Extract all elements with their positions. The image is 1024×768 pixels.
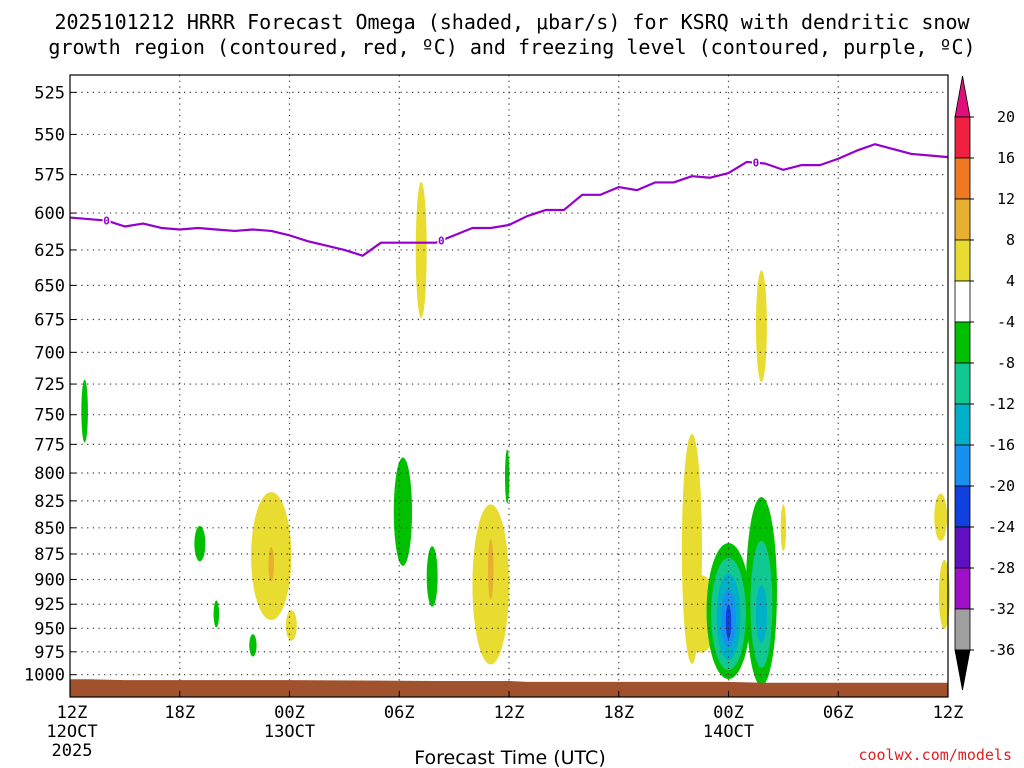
- colorbar-swatch-5: [954, 321, 971, 364]
- colorbar-top-arrow: [954, 75, 971, 118]
- omega-cell-23: [725, 604, 732, 639]
- x-tick-date-0: 12OCT: [46, 722, 97, 742]
- y-tick-label-8: 725: [34, 375, 65, 395]
- omega-cell-12: [81, 379, 88, 443]
- colorbar-label-6: -8: [997, 354, 1015, 372]
- x-tick-date-6: 14OCT: [703, 722, 754, 742]
- colorbar: 20 16 12 8 4 -4 -8 -12 -16 -20 -24 -28 -32 -36: [954, 75, 1015, 691]
- y-tick-label-12: 825: [34, 492, 65, 512]
- colorbar-label-12: -32: [988, 600, 1015, 618]
- y-tick-label-7: 700: [34, 343, 65, 363]
- y-tick-label-16: 925: [34, 595, 65, 615]
- x-tick-label-3: 06Z: [384, 703, 415, 723]
- colorbar-label-9: -20: [988, 477, 1015, 495]
- x-tick-label-1: 18Z: [164, 703, 195, 723]
- omega-cell-17: [426, 546, 438, 607]
- y-tick-label-0: 525: [34, 83, 65, 103]
- x-tick-label-2: 00Z: [274, 703, 305, 723]
- y-tick-label-14: 875: [34, 545, 65, 565]
- y-tick-label-13: 850: [34, 519, 65, 539]
- y-tick-label-3: 600: [34, 204, 65, 224]
- omega-shading-layer: [81, 181, 950, 686]
- colorbar-label-8: -16: [988, 436, 1015, 454]
- colorbar-swatch-9: [954, 485, 971, 528]
- colorbar-label-7: -12: [988, 395, 1015, 413]
- omega-cell-8: [755, 270, 767, 383]
- site-credit: coolwx.com/models: [858, 746, 1012, 764]
- x-tick-label-5: 18Z: [603, 703, 634, 723]
- x-tick-label-0: 12Z: [57, 703, 88, 723]
- freezing-label-bg-2: [751, 156, 760, 169]
- grid-layer: [70, 75, 948, 697]
- omega-cell-10: [934, 493, 948, 541]
- omega-cell-26: [755, 584, 767, 643]
- freezing-level-label-0: 0: [103, 215, 110, 228]
- omega-cell-0: [415, 181, 427, 319]
- y-axis: 525 550 575 600 625 650 675 700 725 750 775 800 825 8…: [24, 83, 76, 686]
- colorbar-label-5: -4: [997, 313, 1015, 331]
- colorbar-swatch-0: [954, 116, 971, 159]
- x-tick-label-8: 12Z: [933, 703, 964, 723]
- colorbar-swatch-6: [954, 362, 971, 405]
- colorbar-label-0: 20: [997, 108, 1015, 126]
- colorbar-swatch-8: [954, 444, 971, 487]
- omega-cell-16: [393, 457, 413, 566]
- omega-cell-18: [504, 449, 510, 504]
- x-tick-date-2: 13OCT: [264, 722, 315, 742]
- y-tick-label-9: 750: [34, 406, 65, 426]
- x-tick-label-7: 06Z: [823, 703, 854, 723]
- colorbar-swatch-2: [954, 198, 971, 241]
- colorbar-label-13: -36: [988, 641, 1015, 659]
- y-tick-label-19: 1000: [24, 666, 65, 686]
- colorbar-swatch-10: [954, 526, 971, 569]
- omega-cell-14: [213, 600, 220, 628]
- omega-cell-15: [249, 634, 257, 657]
- y-tick-label-5: 650: [34, 276, 65, 296]
- omega-cell-3: [268, 546, 274, 582]
- colorbar-swatch-1: [954, 157, 971, 200]
- y-tick-label-2: 575: [34, 166, 65, 186]
- freezing-level-line: [69, 143, 949, 257]
- colorbar-label-11: -28: [988, 559, 1015, 577]
- freezing-level-layer: 0 0 0: [69, 143, 949, 257]
- colorbar-swatch-7: [954, 403, 971, 446]
- colorbar-label-3: 8: [1006, 231, 1015, 249]
- omega-cell-5: [487, 538, 494, 600]
- colorbar-label-2: 12: [997, 190, 1015, 208]
- omega-cell-11: [938, 559, 950, 629]
- y-tick-label-1: 550: [34, 125, 65, 145]
- colorbar-label-1: 16: [997, 149, 1015, 167]
- freezing-label-bg-1: [437, 234, 446, 247]
- omega-cell-2: [285, 610, 297, 641]
- y-tick-label-17: 950: [34, 619, 65, 639]
- y-tick-label-18: 975: [34, 643, 65, 663]
- freezing-label-bg-0: [102, 214, 111, 227]
- colorbar-bottom-arrow: [954, 649, 971, 691]
- chart-title-line-1: 2025101212 HRRR Forecast Omega (shaded, …: [54, 10, 970, 34]
- x-tick-label-4: 12Z: [494, 703, 525, 723]
- colorbar-label-10: -24: [988, 518, 1015, 536]
- y-tick-label-6: 675: [34, 310, 65, 330]
- chart-title-line-2: growth region (contoured, red, ºC) and f…: [48, 35, 975, 59]
- x-tick-label-6: 00Z: [713, 703, 744, 723]
- x-axis-title: Forecast Time (UTC): [414, 747, 605, 768]
- omega-cell-13: [194, 525, 206, 562]
- colorbar-swatch-11: [954, 567, 971, 610]
- freezing-level-label-2: 0: [753, 157, 760, 170]
- colorbar-label-4: 4: [1006, 272, 1015, 290]
- x-tick-year-0: 2025: [52, 741, 93, 761]
- colorbar-swatch-3: [954, 239, 971, 282]
- y-tick-label-4: 625: [34, 241, 65, 261]
- freezing-level-label-1: 0: [438, 234, 445, 247]
- y-tick-label-10: 775: [34, 435, 65, 455]
- y-tick-label-11: 800: [34, 464, 65, 484]
- y-tick-label-15: 900: [34, 570, 65, 590]
- colorbar-swatch-12: [954, 608, 971, 651]
- colorbar-swatch-4: [954, 280, 971, 323]
